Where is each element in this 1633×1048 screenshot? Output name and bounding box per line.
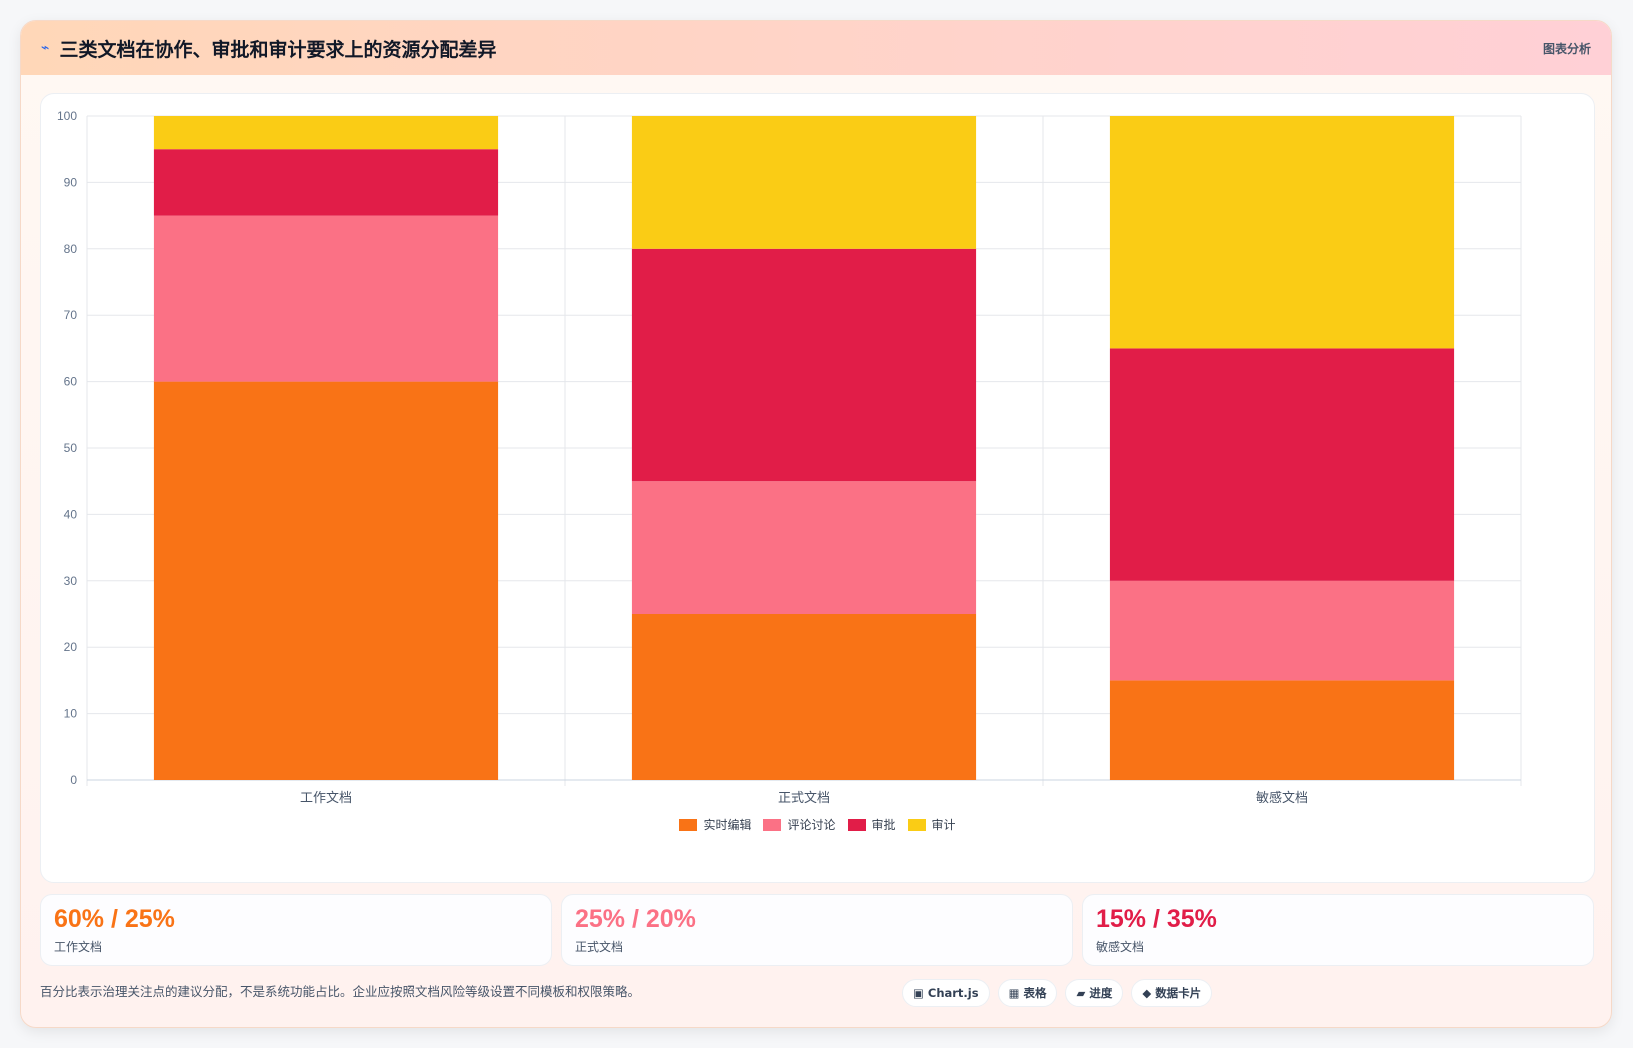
- bar-segment: [1109, 680, 1455, 780]
- y-tick-label: 100: [57, 109, 77, 123]
- stat-label: 正式文档: [575, 940, 624, 954]
- stacked-bar-chart: 0 10 20 30 40 50 60 70 80 90 100 工作文档 正式文档 敏感文档: [57, 109, 1522, 806]
- stat-label: 工作文档: [54, 940, 103, 954]
- chart-card: ⌁ 三类文档在协作、审批和审计要求上的资源分配差异 图表分析 0 10 20 30 40…: [20, 20, 1612, 1028]
- table-icon: ▦: [1008, 986, 1020, 1000]
- legend-swatch: [763, 818, 782, 831]
- x-tick-label: 正式文档: [778, 791, 830, 806]
- footnote: 百分比表示治理关注点的建议分配，不是系统功能占比。企业应按照文档风险等级设置不同…: [40, 984, 641, 999]
- stat-card-sensitive: 15% / 35% 敏感文档: [1082, 894, 1594, 966]
- y-tick-label: 80: [64, 242, 78, 256]
- bar-segment: [631, 614, 977, 780]
- y-tick-label: 90: [64, 175, 78, 189]
- x-tick-label: 敏感文档: [1256, 790, 1308, 806]
- chart-title: 三类文档在协作、审批和审计要求上的资源分配差异: [59, 38, 497, 61]
- bar-segment: [1109, 116, 1455, 349]
- bar-segment: [153, 116, 499, 150]
- legend-item[interactable]: 评论讨论: [763, 816, 836, 833]
- chip-data-card[interactable]: ◆ 数据卡片: [1131, 979, 1213, 1007]
- legend-label: 评论讨论: [787, 818, 836, 832]
- diamond-icon: ◆: [1142, 986, 1152, 1000]
- chip-progress[interactable]: ▰ 进度: [1065, 979, 1124, 1007]
- stat-value: 60% / 25%: [54, 905, 175, 933]
- bar-segment: [153, 215, 499, 382]
- stat-value: 15% / 35%: [1096, 905, 1217, 933]
- chip-chartjs[interactable]: ▣ Chart.js: [902, 979, 990, 1007]
- legend-swatch: [907, 818, 926, 831]
- bar-segment: [1109, 580, 1455, 681]
- stat-card-formal: 25% / 20% 正式文档: [561, 894, 1073, 966]
- chip-label: 数据卡片: [1155, 986, 1202, 1000]
- y-tick-label: 20: [64, 640, 78, 654]
- stat-value: 25% / 20%: [575, 905, 696, 933]
- y-tick-label: 10: [64, 707, 78, 721]
- y-tick-label: 0: [70, 773, 77, 787]
- legend-swatch: [679, 818, 698, 831]
- legend-label: 实时编辑: [703, 818, 752, 832]
- stat-card-work: 60% / 25% 工作文档: [40, 894, 552, 966]
- progress-icon: ▰: [1076, 986, 1086, 1000]
- chart-panel: 0 10 20 30 40 50 60 70 80 90 100 工作文档 正式文档 敏感文档 实时编辑 评…: [40, 93, 1595, 883]
- chart-legend: 实时编辑 评论讨论 审批 审计: [41, 816, 1594, 833]
- bar-segment: [631, 248, 977, 482]
- header-tag: 图表分析: [1542, 41, 1591, 56]
- card-header: ⌁ 三类文档在协作、审批和审计要求上的资源分配差异 图表分析: [21, 21, 1611, 75]
- legend-item[interactable]: 审计: [907, 816, 956, 833]
- y-tick-label: 50: [64, 441, 78, 455]
- y-tick-label: 70: [64, 308, 78, 322]
- stat-label: 敏感文档: [1096, 940, 1145, 954]
- chip-label: Chart.js: [927, 986, 979, 1000]
- legend-label: 审计: [931, 818, 956, 832]
- bar-segment: [153, 381, 499, 780]
- chart-icon: ▣: [913, 986, 924, 1000]
- y-tick-label: 30: [64, 574, 78, 588]
- bar-segment: [631, 116, 977, 249]
- bar-segment: [1109, 348, 1455, 581]
- chip-table[interactable]: ▦ 表格: [997, 979, 1058, 1007]
- chip-label: 表格: [1023, 986, 1047, 1000]
- x-tick-label: 工作文档: [300, 791, 352, 806]
- legend-label: 审批: [871, 818, 896, 832]
- bar-segment: [153, 149, 499, 216]
- legend-item[interactable]: 实时编辑: [679, 816, 751, 833]
- bar-segment: [631, 481, 977, 614]
- chip-group: ▣ Chart.js ▦ 表格 ▰ 进度 ◆ 数据卡片: [902, 979, 1213, 1007]
- y-tick-label: 40: [64, 507, 78, 521]
- y-tick-label: 60: [64, 375, 78, 389]
- legend-swatch: [847, 818, 866, 831]
- chip-label: 进度: [1089, 986, 1113, 1000]
- legend-item[interactable]: 审批: [847, 816, 896, 833]
- lightning-icon: ⌁: [41, 40, 50, 56]
